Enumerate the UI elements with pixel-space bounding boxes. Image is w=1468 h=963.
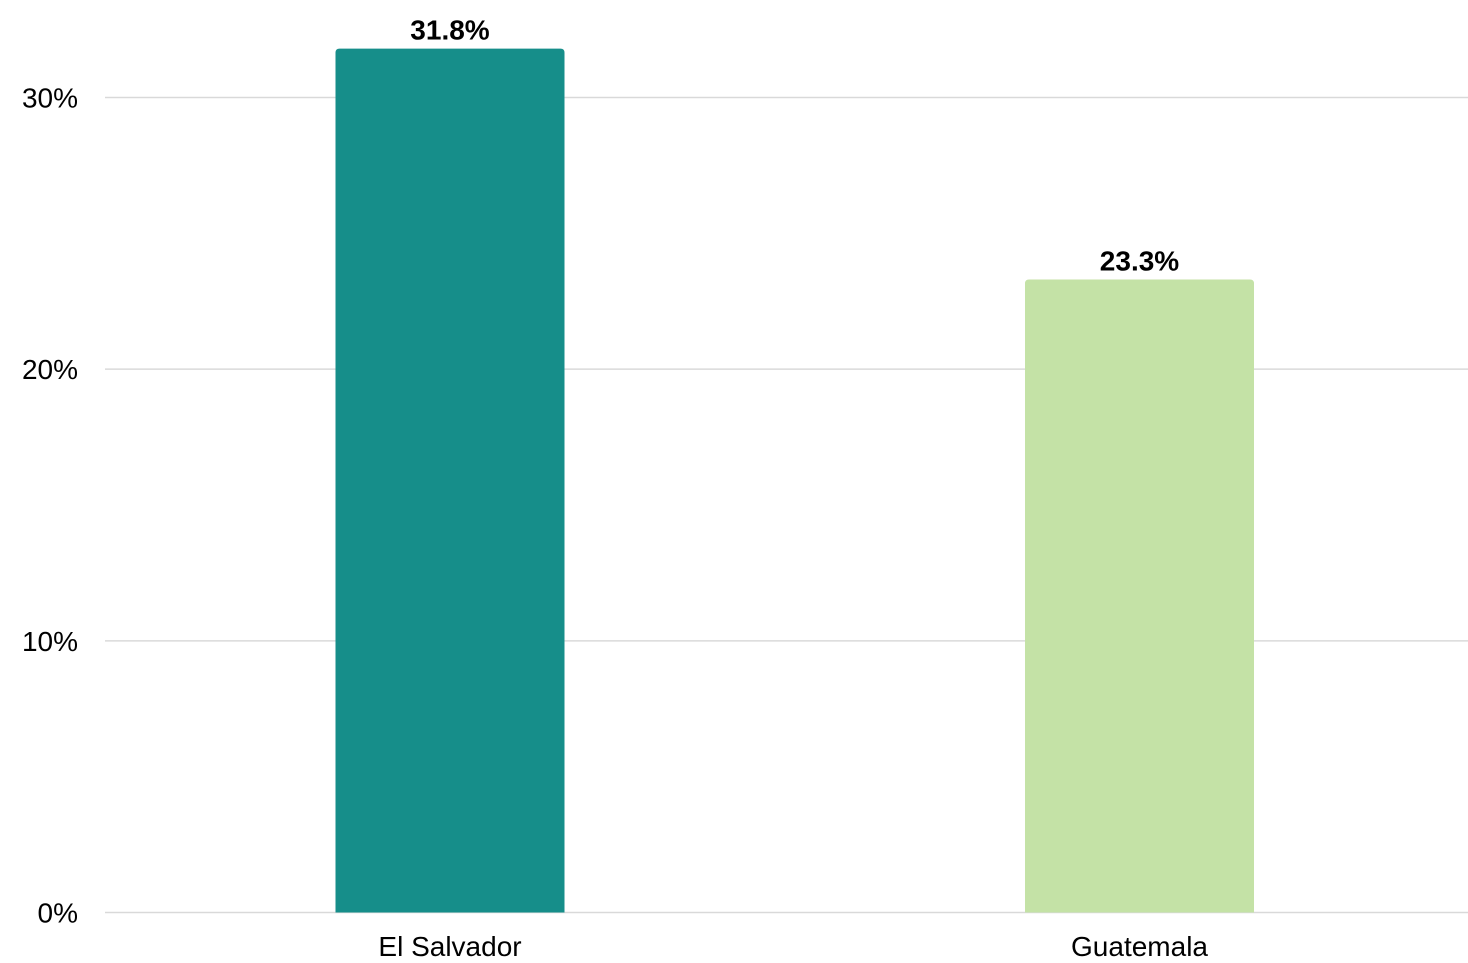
y-axis: 0% 10% 20% 30% bbox=[22, 83, 78, 929]
x-tick-label-el-salvador: El Salvador bbox=[378, 931, 521, 962]
gridlines bbox=[105, 96, 1468, 914]
bar-guatemala bbox=[1025, 279, 1254, 913]
y-tick-label-10: 10% bbox=[22, 626, 78, 657]
x-axis: El Salvador Guatemala bbox=[378, 931, 1208, 962]
y-tick-label-30: 30% bbox=[22, 83, 78, 114]
bars: 31.8% 23.3% bbox=[335, 15, 1254, 913]
x-tick-label-guatemala: Guatemala bbox=[1071, 931, 1208, 962]
data-label-el-salvador: 31.8% bbox=[410, 15, 489, 46]
y-tick-label-0: 0% bbox=[38, 898, 78, 929]
data-label-guatemala: 23.3% bbox=[1100, 246, 1179, 277]
bar-el-salvador bbox=[335, 48, 565, 913]
y-tick-label-20: 20% bbox=[22, 354, 78, 385]
